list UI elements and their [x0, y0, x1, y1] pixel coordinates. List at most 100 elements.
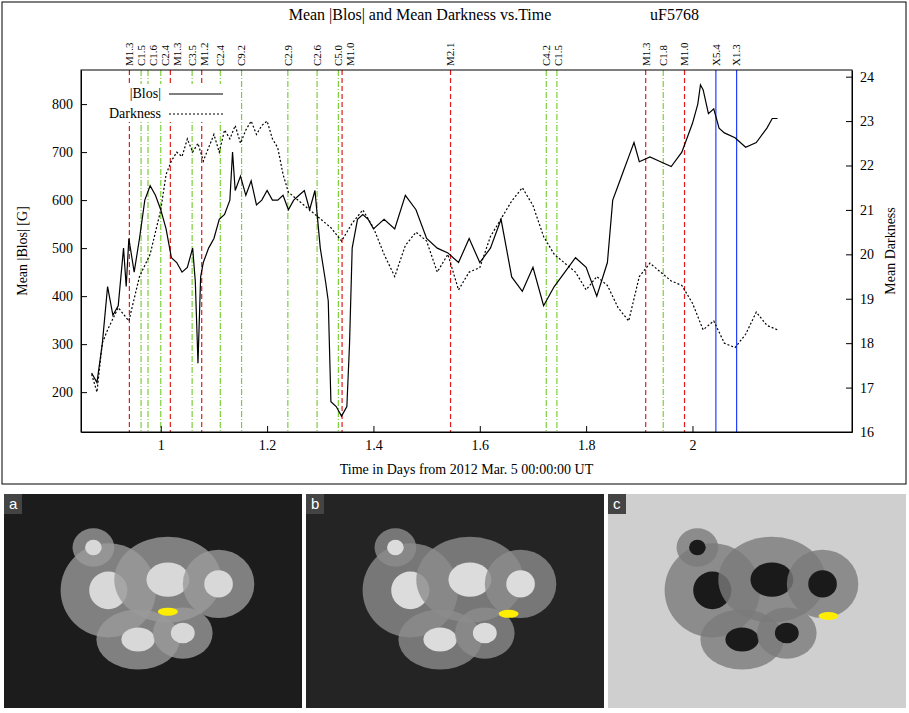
flare-line: [241, 70, 242, 432]
y-tick: 500: [52, 241, 87, 256]
chart-title: Mean |Blos| and Mean Darkness vs.Time: [289, 6, 552, 24]
image-panel: c: [608, 494, 906, 708]
panel-region: [757, 607, 817, 658]
flare-label: C1.5: [135, 44, 147, 66]
flare-label: C9.2: [235, 45, 247, 66]
panel-letter-background: [306, 494, 324, 514]
panel-core: [473, 623, 497, 644]
legend: |Blos|Darkness: [87, 84, 227, 122]
y2-tick: 18: [846, 336, 874, 351]
y-tick: 200: [52, 385, 87, 400]
highlight-region: [499, 610, 519, 618]
y-tick-label: 700: [52, 145, 73, 160]
x-tick: 2: [689, 426, 696, 453]
x-tick: 1: [158, 426, 165, 453]
y-tick: 800: [52, 97, 87, 112]
y2-tick: 16: [846, 425, 874, 440]
panel-core: [808, 570, 837, 597]
y-axis: 200300400500600700800: [52, 71, 87, 433]
panel-letter-background: [4, 494, 22, 514]
y-tick-mark: [81, 296, 87, 297]
flare-label: C2.9: [282, 44, 294, 66]
flare-line: [147, 70, 148, 432]
x-axis-title: Time in Days from 2012 Mar. 5 00:00:00 U…: [340, 462, 594, 477]
flare-label: C1.5: [552, 44, 564, 66]
image-panel: a: [4, 494, 302, 708]
flare-line: [316, 70, 317, 432]
flare-line: [341, 70, 342, 432]
flare-label: C1.8: [657, 44, 669, 66]
x-tick: 1.8: [578, 426, 596, 453]
y-axis-title: Mean |Blos| [G]: [15, 206, 30, 296]
panel-core: [387, 540, 404, 555]
y2-tick-mark: [846, 77, 852, 78]
flare-label: X5.4: [710, 44, 722, 66]
y-axis-line: [81, 71, 82, 433]
y-tick-label: 600: [52, 193, 73, 208]
y2-tick-mark: [846, 432, 852, 433]
x-tick: 1.4: [365, 426, 383, 453]
legend-background: [87, 84, 227, 122]
y2-axis: 16 17 18 19 20 21 22 23 24: [846, 70, 874, 440]
y-tick-mark: [81, 200, 87, 201]
image-panel: b: [306, 494, 604, 708]
panel-letter: b: [311, 495, 319, 512]
panel-region: [375, 528, 417, 567]
y2-tick-label: 22: [860, 158, 874, 173]
y-tick-label: 500: [52, 241, 73, 256]
y-tick-mark: [81, 392, 87, 393]
x-tick-mark: [161, 426, 162, 432]
y2-tick: 19: [846, 292, 874, 307]
flare-label: C2.4: [214, 44, 226, 66]
y2-tick-label: 18: [860, 336, 874, 351]
legend-label: |Blos|: [130, 86, 161, 101]
flare-line: [645, 70, 646, 432]
y2-tick-label: 17: [860, 381, 874, 396]
panel-core: [171, 623, 195, 644]
y2-axis-line: [852, 71, 853, 433]
panel-core: [204, 570, 233, 597]
panel-core: [506, 570, 535, 597]
series-line: [92, 85, 778, 416]
flare-label: M1.0: [344, 42, 356, 66]
y2-tick: 24: [846, 70, 874, 85]
x-tick-label: 1.4: [365, 438, 383, 453]
x-tick-mark: [586, 426, 587, 432]
y2-tick-mark: [846, 165, 852, 166]
y2-tick-label: 24: [860, 70, 874, 85]
panel-region: [677, 528, 719, 567]
y-tick-mark: [81, 152, 87, 153]
y2-tick: 23: [846, 114, 874, 129]
y2-tick: 20: [846, 247, 874, 262]
y-tick-label: 200: [52, 385, 73, 400]
y-tick-label: 800: [52, 97, 73, 112]
highlight-region: [158, 608, 178, 616]
y2-tick-mark: [846, 388, 852, 389]
flare-label: M1.2: [198, 42, 210, 66]
panel-region: [73, 528, 115, 567]
x-tick-label: 1.8: [578, 438, 596, 453]
chart-subtitle: uF5768: [650, 6, 699, 23]
y-tick-label: 300: [52, 337, 73, 352]
y2-tick: 22: [846, 158, 874, 173]
panel-letter-background: [608, 494, 626, 514]
x-tick-label: 1.2: [259, 438, 277, 453]
panel-background: [608, 494, 906, 708]
y2-tick: 21: [846, 203, 874, 218]
panel-core: [689, 540, 706, 555]
highlight-region: [819, 612, 839, 620]
y2-tick-label: 20: [860, 247, 874, 262]
panel-core: [750, 562, 793, 596]
series-line: [92, 121, 778, 392]
x-tick-label: 2: [689, 438, 696, 453]
y2-tick-label: 21: [860, 203, 874, 218]
flare-label: C3.5: [186, 44, 198, 66]
flare-label: C2.4: [159, 44, 171, 66]
y-tick-mark: [81, 104, 87, 105]
flare-label: C1.6: [147, 44, 159, 66]
y2-tick-mark: [846, 121, 852, 122]
y2-tick: 17: [846, 381, 874, 396]
flare-line: [684, 70, 685, 432]
panel-core: [775, 623, 799, 644]
x-tick-mark: [373, 426, 374, 432]
